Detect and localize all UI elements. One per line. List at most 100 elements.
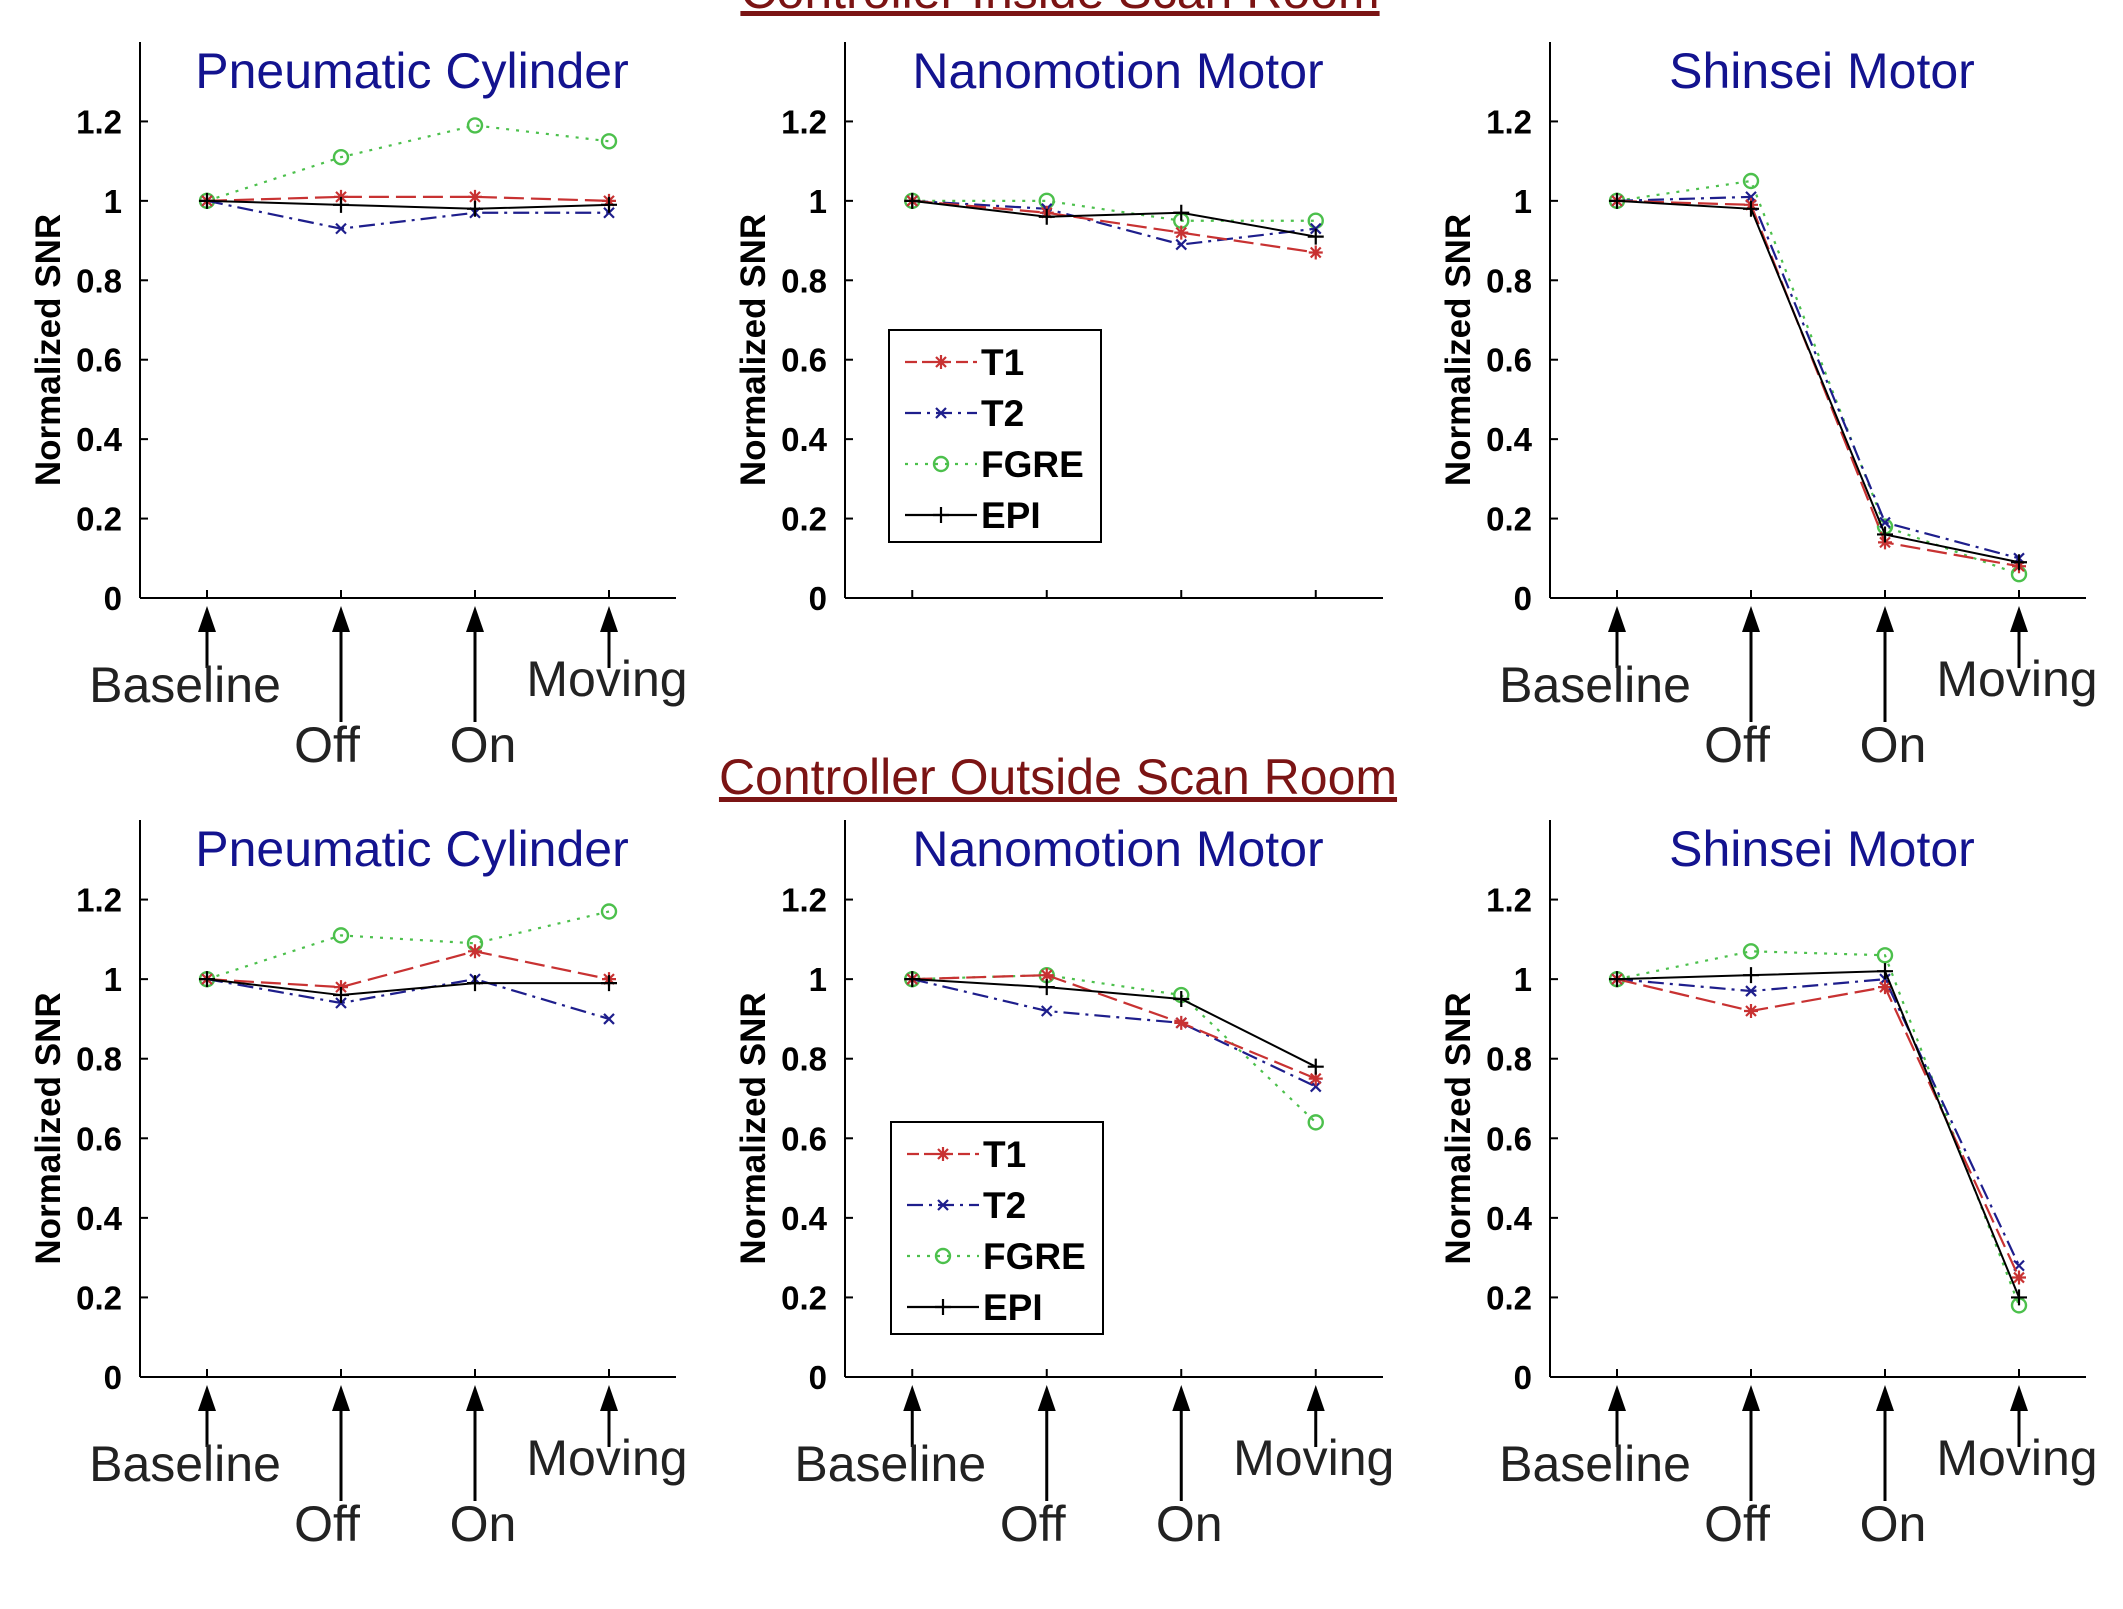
data-point [1745,985,1757,997]
series-line [912,974,1317,1080]
data-point [1876,947,1894,964]
legend-marker [934,355,948,369]
arrow-label: Off [1704,717,1770,773]
series-line [912,978,1317,1068]
arrow-label: Moving [1233,1430,1394,1486]
series-line [206,199,610,210]
y-tick-label: 0 [809,1359,827,1396]
data-point [1307,1058,1324,1075]
series-line [1616,199,2020,568]
y-tick-label: 1 [1514,183,1532,220]
data-point [603,1013,615,1025]
arrow-label: Baseline [89,657,281,713]
y-tick-label: 0.4 [76,421,123,458]
data-point [1744,1003,1758,1018]
y-tick-label: 0.4 [1486,421,1533,458]
arrow-up-icon [1742,606,1760,632]
data-point [1174,225,1189,240]
series-line [1616,199,2020,564]
legend-label: EPI [983,1287,1043,1328]
y-tick-label: 1.2 [1486,103,1532,140]
legend-marker [937,1199,949,1211]
arrow-up-icon [1876,606,1894,632]
y-tick-label: 1 [809,961,827,998]
panel-title: Pneumatic Cylinder [195,821,629,877]
data-point [601,975,617,992]
y-tick-label: 0.2 [781,501,827,538]
arrow-up-icon [198,606,216,632]
legend-label: T2 [981,393,1024,434]
y-tick-label: 0.8 [1486,262,1532,299]
series-epi [904,192,1324,245]
series-line [1616,978,2020,1278]
y-tick-label: 1 [809,183,827,220]
header-outside: Controller Outside Scan Room [719,749,1397,805]
data-point [199,971,215,988]
data-point [1742,172,1760,190]
legend-label: FGRE [981,444,1084,485]
arrow-up-icon [1172,1385,1191,1411]
legend-label: EPI [981,495,1041,536]
arrow-label: Moving [1936,651,2097,707]
y-tick-label: 1.2 [76,103,122,140]
data-point [1308,245,1323,260]
y-tick-label: 1.2 [1486,882,1532,919]
panel-6: 0 0.2 0.4 0.6 0.8 1 1.2 Normalized SNR Shinsei M… [1439,820,2098,1552]
y-tick-label: 0 [809,580,827,617]
arrow-label: Off [294,1496,360,1552]
y-tick-label: 0.4 [1486,1200,1533,1237]
series-line [911,978,1317,1088]
arrow-up-icon [198,1385,216,1411]
y-tick-label: 0.2 [76,1279,122,1316]
arrow-up-icon [1742,1385,1760,1411]
data-point [333,196,349,213]
arrow-label: Off [1000,1496,1066,1552]
series-line [1616,977,2020,1267]
y-tick-label: 0 [104,1359,122,1396]
y-tick-label: 0 [1514,580,1532,617]
arrow-up-icon [466,1385,484,1411]
data-point [335,222,347,235]
series-line [912,199,1316,254]
series-line [1616,195,2020,560]
legend-marker [932,455,950,473]
series-line [206,195,610,202]
y-tick-label: 1.2 [781,882,827,919]
y-tick-label: 0 [104,580,122,617]
data-point [332,148,350,166]
arrow-up-icon [1037,1385,1056,1411]
arrow-label: On [1156,1496,1223,1552]
panel-title: Shinsei Motor [1669,43,1975,99]
panel-title: Nanomotion Motor [912,821,1323,877]
panel-title: Shinsei Motor [1669,821,1975,877]
series-line [1616,179,2020,576]
legend-marker [933,507,949,523]
y-tick-label: 0.8 [1486,1041,1532,1078]
data-point [1173,991,1190,1008]
arrow-up-icon [332,1385,350,1411]
series-line [1616,950,2021,1306]
data-point [1040,1005,1053,1017]
panels: 0 0.2 0.4 0.6 0.8 1 1.2 Normalized SNR Pneumatic… [29,42,2098,1552]
y-tick-label: 0.2 [781,1279,827,1316]
series-fgre [1608,172,2028,583]
data-point [1742,943,1760,960]
series-line [912,199,1316,246]
series-t2 [906,973,1322,1093]
legend-label: T2 [983,1185,1026,1226]
series-line [912,199,1316,238]
data-point [467,200,483,217]
data-point [1743,967,1759,984]
data-point [1307,1114,1324,1131]
panel-1: 0 0.2 0.4 0.6 0.8 1 1.2 Normalized SNR Pneumatic… [29,42,688,773]
data-point [600,133,618,150]
y-tick-label: 0.4 [781,1200,828,1237]
series-line [206,199,609,230]
data-point [1308,1071,1323,1086]
series-line [206,978,609,997]
data-point [1174,1015,1189,1030]
y-axis-label: Normalized SNR [734,992,773,1264]
data-point [1175,238,1188,251]
series-t1 [1610,193,2026,574]
arrow-up-icon [600,606,618,632]
